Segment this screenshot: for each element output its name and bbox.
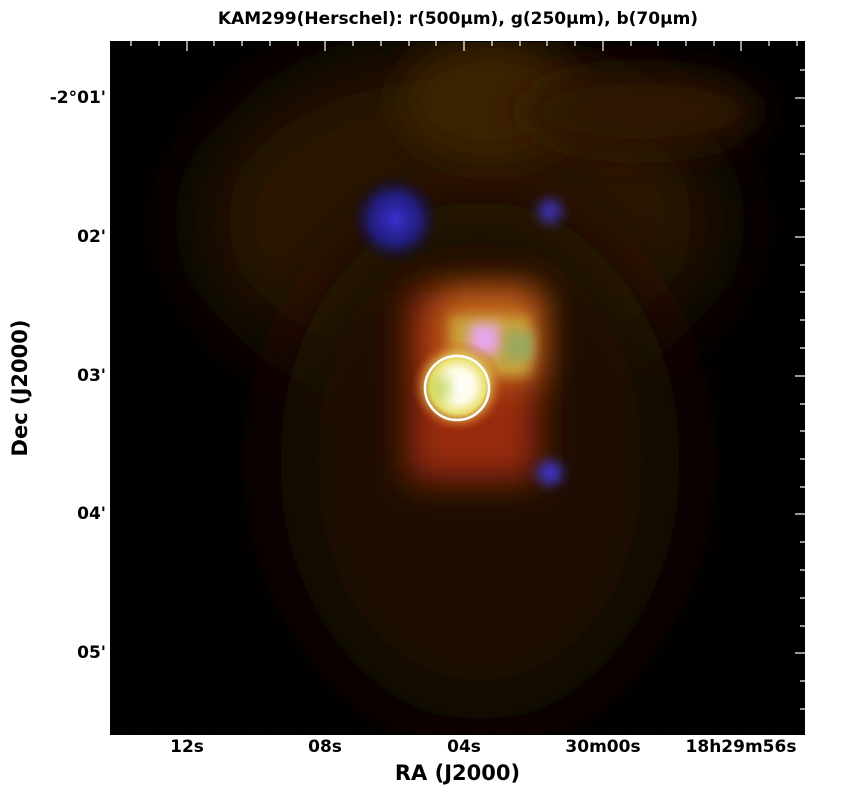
source-marker-circle bbox=[423, 354, 491, 422]
x-tick-label: 30m00s bbox=[565, 737, 641, 757]
false-color-image bbox=[200, 41, 760, 721]
y-tick-label: 04' bbox=[77, 504, 106, 524]
blue-source bbox=[538, 461, 562, 485]
x-tick-label: 18h29m56s bbox=[685, 737, 797, 757]
blue-source bbox=[350, 174, 440, 264]
image-panel bbox=[110, 41, 805, 735]
y-tick-label: 02' bbox=[77, 227, 106, 247]
figure-title: KAM299(Herschel): r(500μm), g(250μm), b(… bbox=[217, 9, 699, 29]
x-axis-label: RA (J2000) bbox=[394, 761, 521, 785]
x-tick-label: 08s bbox=[308, 737, 342, 757]
x-tick-label: 04s bbox=[447, 737, 481, 757]
y-tick-label: 05' bbox=[77, 643, 106, 663]
y-tick-label: -2°01' bbox=[49, 88, 106, 108]
green-patch bbox=[505, 331, 533, 361]
diffuse-emission bbox=[520, 71, 760, 151]
blue-source bbox=[538, 199, 562, 223]
green-patch bbox=[430, 376, 450, 401]
y-tick-label: 03' bbox=[77, 366, 106, 386]
diffuse-emission bbox=[400, 41, 580, 161]
y-axis-label: Dec (J2000) bbox=[8, 319, 32, 457]
x-tick-label: 12s bbox=[170, 737, 204, 757]
